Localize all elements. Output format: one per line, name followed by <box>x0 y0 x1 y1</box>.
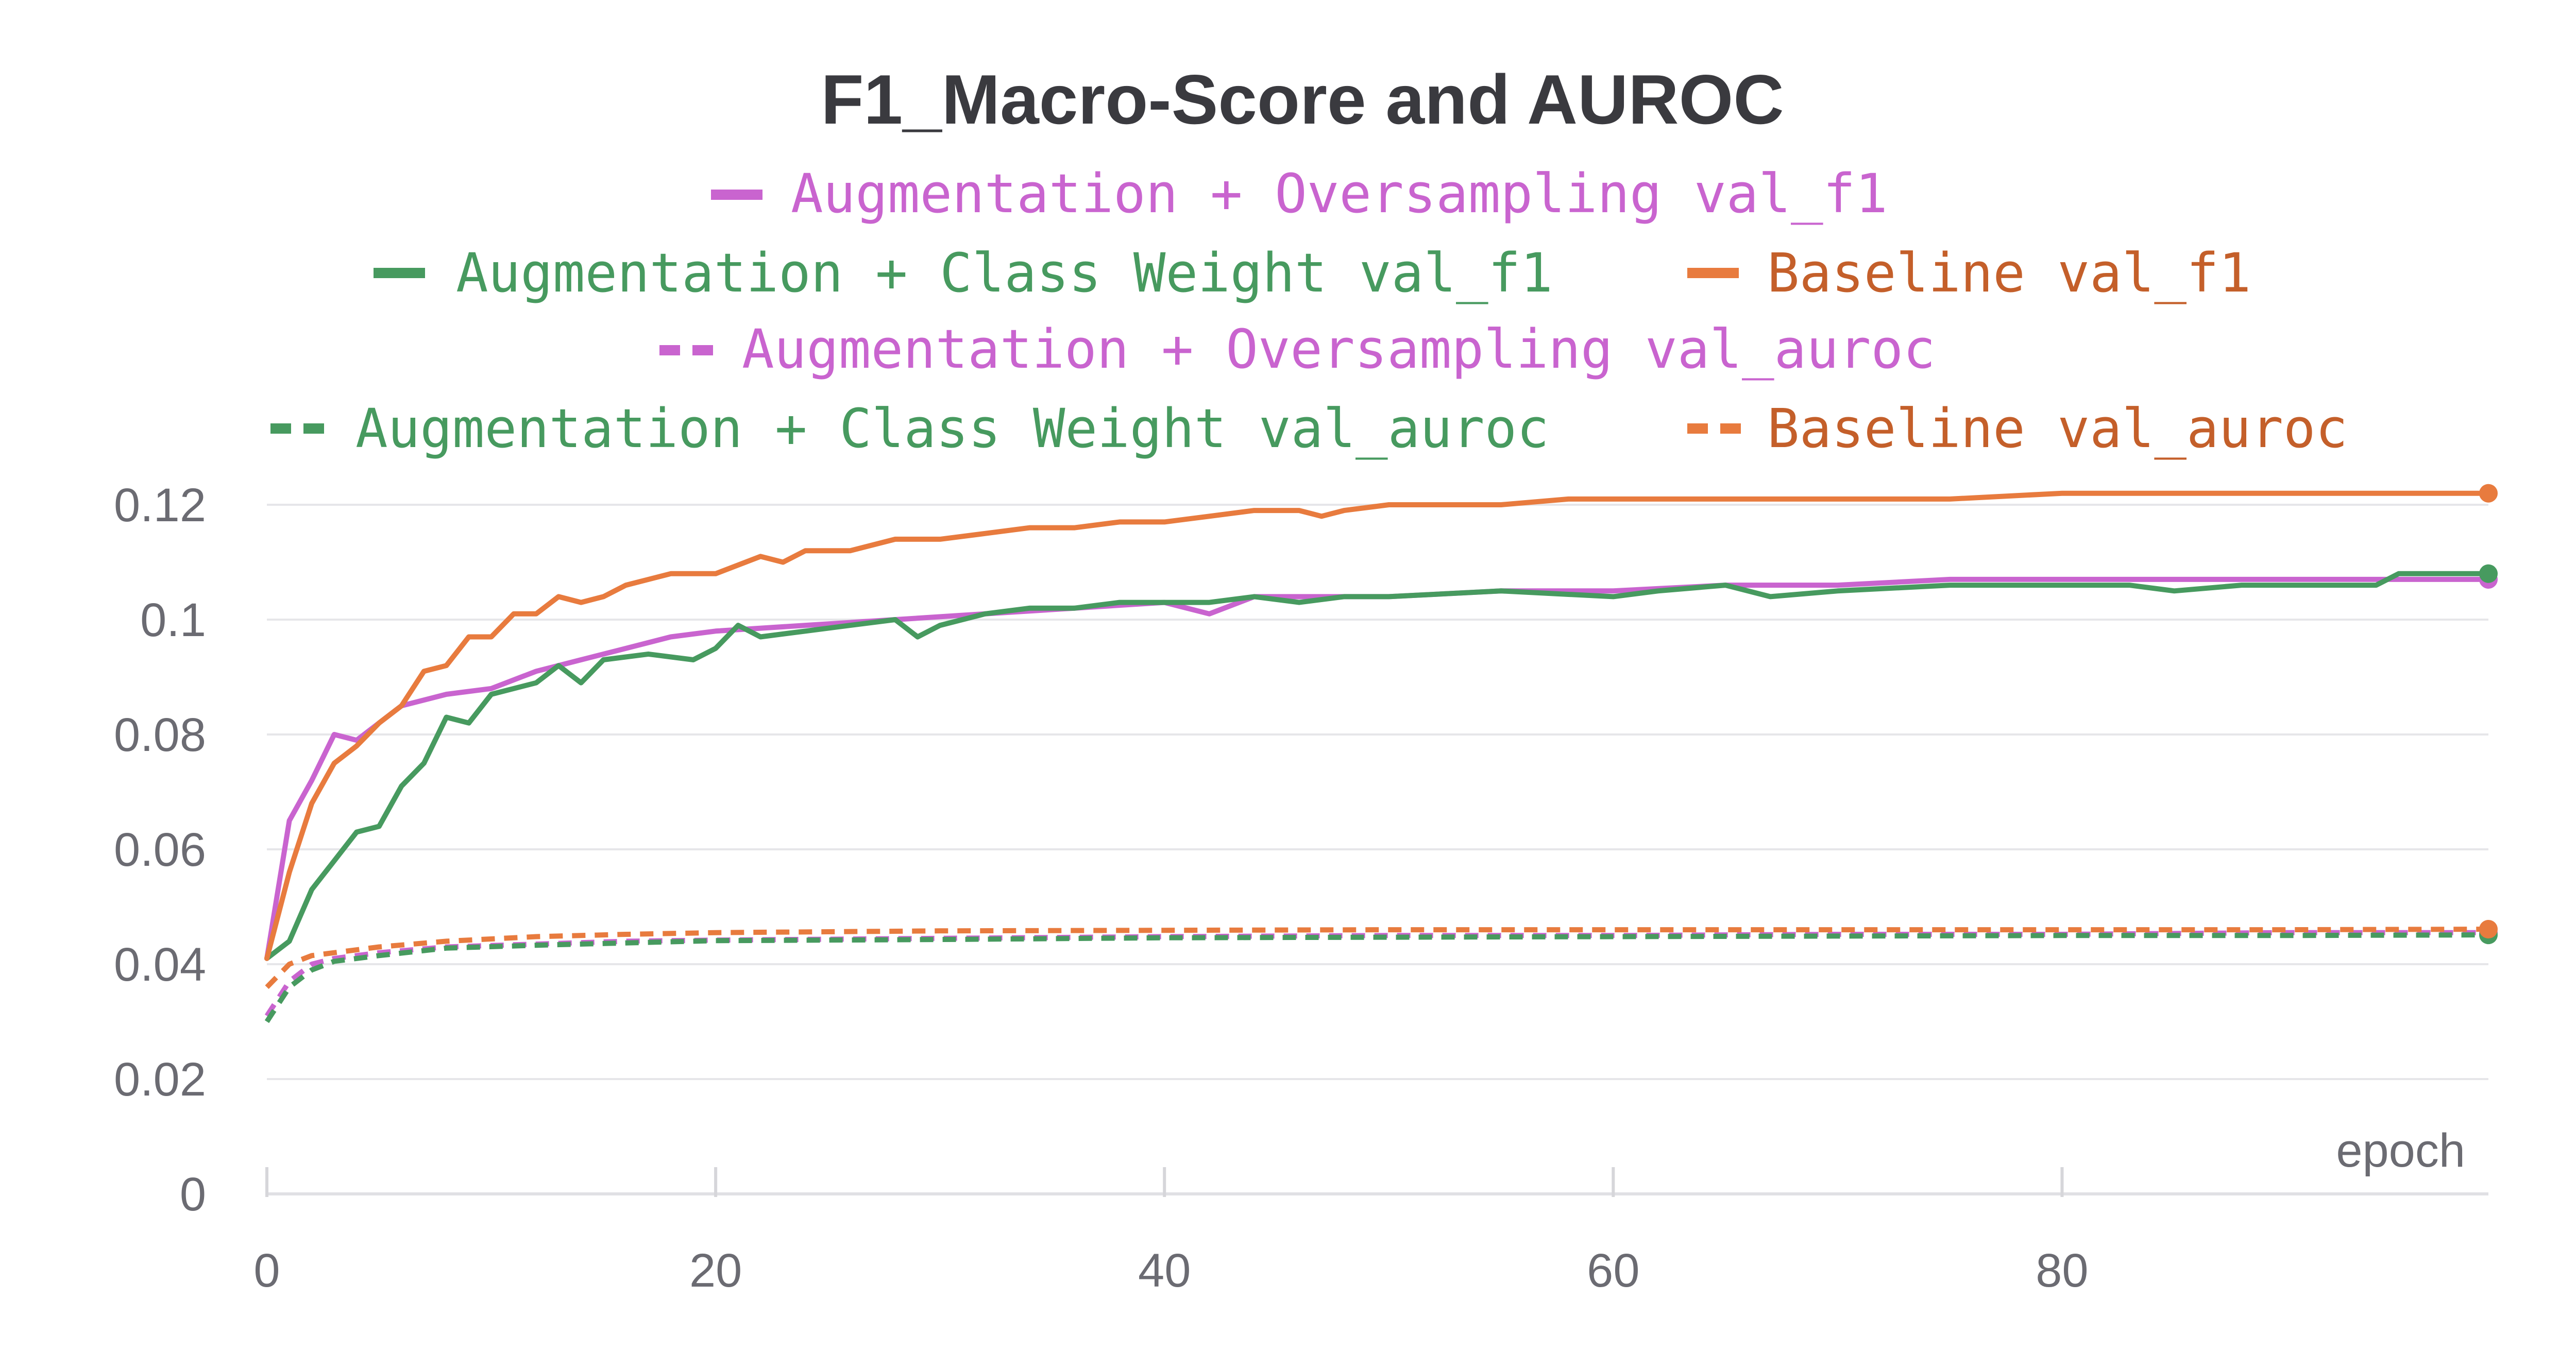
legend-label-aug-oversampling-auroc: Augmentation + Oversampling val_auroc <box>742 318 1936 381</box>
legend-item-aug-classweight-auroc[interactable]: Augmentation + Class Weight val_auroc <box>270 397 1549 460</box>
series-end-marker-baseline-val-auroc <box>2479 919 2498 938</box>
y-tick-label: 0.1 <box>140 594 206 646</box>
chart-title: F1_Macro-Score and AUROC <box>821 60 1784 139</box>
series-line-baseline-val-f1[interactable] <box>264 490 2491 961</box>
legend-item-aug-oversampling-f1[interactable]: Augmentation + Oversampling val_f1 <box>711 162 1888 225</box>
legend-label-aug-oversampling-f1: Augmentation + Oversampling val_f1 <box>791 162 1888 225</box>
y-tick-label: 0.02 <box>114 1053 206 1106</box>
gridlines <box>267 504 2488 1080</box>
series-end-marker-augmentation-class-weight-val-f1 <box>2479 564 2498 583</box>
series-line-augmentation-oversampling-val-f1[interactable] <box>264 576 2491 961</box>
legend-label-baseline-auroc: Baseline val_auroc <box>1767 397 2348 460</box>
legend: Augmentation + Oversampling val_f1 Augme… <box>270 162 2348 460</box>
y-tick-label: 0.04 <box>114 938 206 991</box>
axes: 0 0.02 0.04 0.06 0.08 0.1 0.12 0 20 40 60 80 <box>114 479 2488 1297</box>
x-tick-label: 40 <box>1138 1244 1191 1297</box>
legend-item-baseline-f1[interactable]: Baseline val_f1 <box>1687 242 2251 304</box>
legend-item-aug-oversampling-auroc[interactable]: Augmentation + Oversampling val_auroc <box>659 318 1936 381</box>
legend-label-aug-classweight-auroc: Augmentation + Class Weight val_auroc <box>355 397 1549 460</box>
legend-item-aug-classweight-f1[interactable]: Augmentation + Class Weight val_f1 <box>374 242 1553 304</box>
x-tick-label: 60 <box>1587 1244 1639 1297</box>
series-line-baseline-val-auroc[interactable] <box>265 927 2489 989</box>
series-line-augmentation-class-weight-val-f1[interactable] <box>264 571 2491 961</box>
series-line-augmentation-oversampling-val-auroc[interactable] <box>264 930 2488 1018</box>
x-tick-label: 20 <box>689 1244 742 1297</box>
legend-label-aug-classweight-f1: Augmentation + Class Weight val_f1 <box>456 242 1553 304</box>
y-tick-label: 0.08 <box>114 709 206 761</box>
end-markers <box>2479 484 2498 945</box>
x-tick-label: 80 <box>2036 1244 2088 1297</box>
x-axis-label: epoch <box>2336 1124 2465 1177</box>
legend-item-baseline-auroc[interactable]: Baseline val_auroc <box>1687 397 2348 460</box>
y-tick-label: 0.06 <box>114 824 206 876</box>
y-tick-label: 0.12 <box>114 479 206 532</box>
x-tick-label: 0 <box>253 1244 280 1297</box>
series-line-augmentation-class-weight-val-auroc[interactable] <box>264 932 2489 1023</box>
series-end-marker-baseline-val-f1 <box>2479 484 2498 503</box>
legend-label-baseline-f1: Baseline val_f1 <box>1767 242 2251 304</box>
series-lines <box>264 490 2491 1023</box>
y-tick-label: 0 <box>180 1168 206 1221</box>
